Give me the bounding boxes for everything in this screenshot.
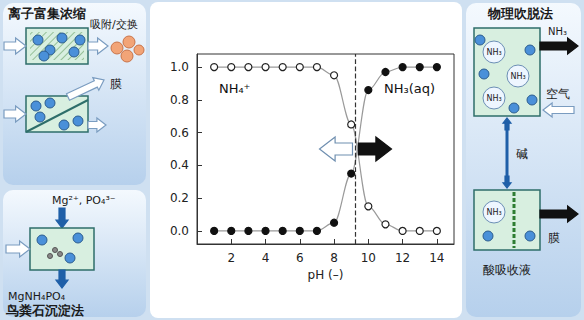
svg-text:离子富集浓缩: 离子富集浓缩 [7, 6, 86, 21]
svg-text:NH₄⁺: NH₄⁺ [219, 81, 251, 96]
svg-text:12: 12 [395, 251, 410, 265]
svg-text:4: 4 [262, 251, 270, 265]
svg-text:NH₃: NH₃ [510, 72, 525, 81]
svg-text:pH (–): pH (–) [308, 268, 344, 282]
svg-text:0.8: 0.8 [170, 93, 189, 107]
svg-text:酸吸收液: 酸吸收液 [483, 263, 531, 277]
svg-text:NH₃: NH₃ [486, 94, 501, 103]
svg-text:膜: 膜 [110, 77, 122, 91]
svg-text:Mg²⁺, PO₄³⁻: Mg²⁺, PO₄³⁻ [52, 194, 116, 207]
svg-text:0.2: 0.2 [170, 191, 189, 205]
svg-text:碱: 碱 [516, 147, 528, 161]
svg-text:NH₃(aq): NH₃(aq) [384, 81, 435, 96]
svg-text:10: 10 [361, 251, 376, 265]
svg-text:0.6: 0.6 [170, 126, 189, 140]
svg-text:2: 2 [227, 251, 235, 265]
svg-text:吸附/交换: 吸附/交换 [90, 18, 138, 31]
svg-text:8: 8 [330, 251, 338, 265]
svg-text:1.0: 1.0 [170, 60, 189, 74]
svg-text:0.0: 0.0 [170, 224, 189, 238]
svg-text:MgNH₄PO₄: MgNH₄PO₄ [8, 290, 66, 303]
svg-text:鸟粪石沉淀法: 鸟粪石沉淀法 [5, 303, 84, 318]
svg-text:14: 14 [429, 251, 444, 265]
svg-text:空气: 空气 [546, 87, 570, 101]
svg-text:6: 6 [296, 251, 304, 265]
svg-text:NH₃: NH₃ [548, 26, 567, 37]
svg-text:物理吹脱法: 物理吹脱法 [487, 6, 553, 21]
svg-text:NH₃: NH₃ [486, 208, 501, 217]
svg-text:NH₃: NH₃ [486, 48, 501, 57]
svg-text:0.4: 0.4 [170, 158, 189, 172]
svg-text:膜: 膜 [548, 231, 560, 245]
